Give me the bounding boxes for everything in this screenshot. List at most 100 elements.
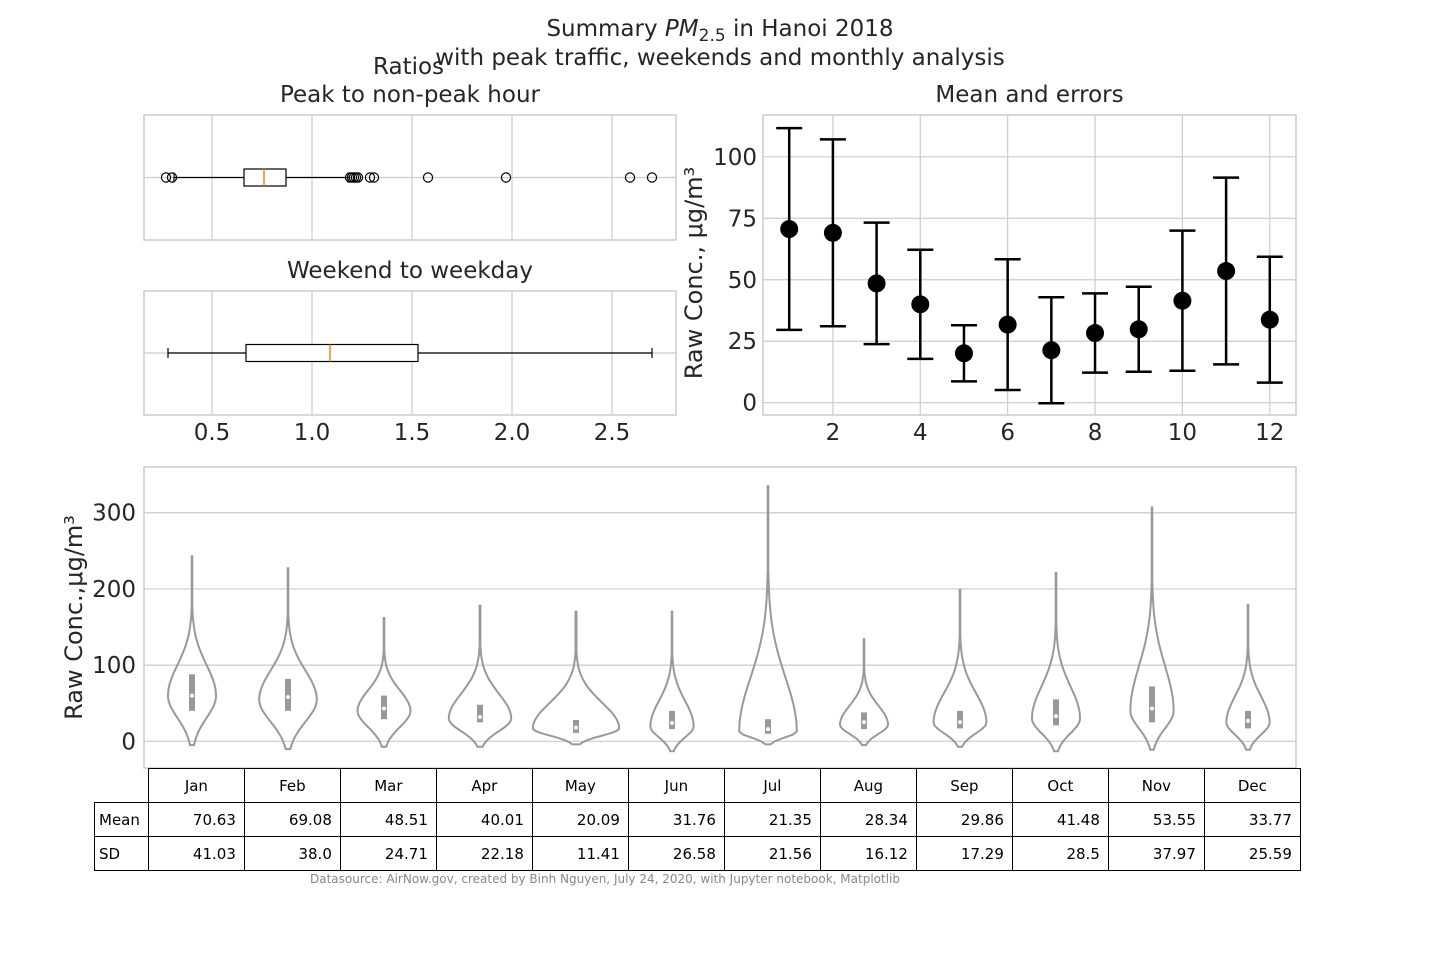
errorbar-mean-point bbox=[1217, 262, 1236, 281]
violin-median-dot bbox=[190, 693, 194, 698]
figure-subtitle: with peak traffic, weekends and monthly … bbox=[435, 45, 1005, 71]
table-col-header: Jan bbox=[147, 768, 245, 803]
violin-y-axis-label: Raw Conc.,μg/m³ bbox=[60, 515, 88, 720]
table-cell: 26.58 bbox=[627, 836, 725, 871]
errorbar-mean-point bbox=[1260, 310, 1279, 329]
violin-shape bbox=[738, 485, 798, 746]
table-cell: 17.29 bbox=[915, 836, 1013, 871]
table-cell: 33.77 bbox=[1203, 802, 1301, 837]
errorbar-y-axis-label: Raw Conc., μg/m³ bbox=[680, 167, 708, 379]
errorbar-x-tick-label: 12 bbox=[1255, 420, 1284, 446]
table-cell: 40.01 bbox=[435, 802, 533, 837]
ratio-x-tick-label: 1.5 bbox=[394, 420, 431, 446]
table-cell: 41.03 bbox=[147, 836, 245, 871]
table-col-header: Oct bbox=[1011, 768, 1109, 803]
peak-panel-outlier bbox=[160, 172, 172, 183]
table-cell: 25.59 bbox=[1203, 836, 1301, 871]
table-col-header: Nov bbox=[1107, 768, 1205, 803]
table-cell: 53.55 bbox=[1107, 802, 1205, 837]
stats-table: Jan Feb Mar Apr May Jun Jul Aug Sep Oct … bbox=[94, 768, 1301, 871]
table-col-header: Aug bbox=[819, 768, 917, 803]
errorbar-y-tick-label: 100 bbox=[713, 145, 757, 171]
violin-median-dot bbox=[478, 714, 482, 719]
table-col-header: Mar bbox=[339, 768, 437, 803]
table-cell: 28.34 bbox=[819, 802, 917, 837]
errorbar-panel-title: Mean and errors bbox=[935, 82, 1124, 108]
peak-panel-outlier bbox=[422, 172, 434, 183]
table-col-header: Jun bbox=[627, 768, 725, 803]
violin-y-tick-label: 200 bbox=[92, 577, 136, 603]
errorbar-x-tick-label: 10 bbox=[1168, 420, 1197, 446]
table-cell: 48.51 bbox=[339, 802, 437, 837]
peak-panel-outlier bbox=[646, 172, 658, 183]
table-cell: 16.12 bbox=[819, 836, 917, 871]
table-corner bbox=[95, 769, 149, 803]
errorbar-frame bbox=[762, 114, 1297, 416]
table-cell: 28.5 bbox=[1011, 836, 1109, 871]
figure-title: Summary PM2.5 in Hanoi 2018 bbox=[420, 16, 1020, 46]
peak-panel-frame bbox=[143, 114, 677, 241]
errorbar-mean-point bbox=[998, 315, 1017, 334]
table-row-mean: Mean 70.63 69.08 48.51 40.01 20.09 31.76… bbox=[94, 802, 1301, 837]
table-cell: 21.56 bbox=[723, 836, 821, 871]
weekend-panel-frame bbox=[143, 290, 677, 416]
violin-shape bbox=[531, 610, 621, 746]
violin-shape bbox=[932, 588, 988, 748]
errorbar-x-tick-label: 6 bbox=[1000, 420, 1015, 446]
title-prefix: Summary bbox=[546, 16, 665, 42]
errorbar-mean-point bbox=[911, 295, 930, 314]
table-col-header: Sep bbox=[915, 768, 1013, 803]
violin-median-dot bbox=[958, 720, 962, 725]
errorbar-x-tick-label: 4 bbox=[913, 420, 928, 446]
table-cell: 31.76 bbox=[627, 802, 725, 837]
ratio-x-tick-label: 2.0 bbox=[494, 420, 531, 446]
peak-panel-title: Peak to non-peak hour bbox=[279, 82, 540, 108]
table-col-header: Feb bbox=[243, 768, 341, 803]
table-col-header: Dec bbox=[1203, 768, 1301, 803]
ratios-label: Ratios bbox=[373, 54, 445, 80]
errorbar-mean-point bbox=[867, 274, 886, 293]
violin-shape bbox=[649, 610, 695, 753]
errorbar-x-tick-label: 8 bbox=[1088, 420, 1103, 446]
errorbar-mean-point bbox=[823, 223, 842, 242]
violin-shape bbox=[838, 638, 890, 747]
table-row-sd: SD 41.03 38.0 24.71 22.18 11.41 26.58 21… bbox=[94, 836, 1301, 871]
table-col-header: Jul bbox=[723, 768, 821, 803]
errorbar-x-tick-label: 2 bbox=[826, 420, 841, 446]
violin-median-dot bbox=[1054, 714, 1058, 719]
violin-shape bbox=[356, 616, 412, 748]
table-cell: 20.09 bbox=[531, 802, 629, 837]
title-pm-sub: 2.5 bbox=[698, 26, 726, 46]
violin-median-dot bbox=[286, 695, 290, 700]
errorbar-y-tick-label: 75 bbox=[728, 206, 757, 232]
table-cell: 21.35 bbox=[723, 802, 821, 837]
peak-panel-outlier bbox=[500, 172, 512, 183]
violin-median-dot bbox=[766, 727, 770, 732]
peak-panel-outlier bbox=[352, 172, 364, 183]
table-cell: 38.0 bbox=[243, 836, 341, 871]
table-header-row: Jan Feb Mar Apr May Jun Jul Aug Sep Oct … bbox=[95, 768, 1301, 803]
errorbar-mean-point bbox=[1173, 291, 1192, 310]
violin-y-tick-label: 100 bbox=[92, 653, 136, 679]
peak-panel-outlier bbox=[368, 172, 380, 183]
weekend-panel-box bbox=[245, 343, 419, 363]
table-col-header: Apr bbox=[435, 768, 533, 803]
table-cell: 11.41 bbox=[531, 836, 629, 871]
errorbar-y-tick-label: 25 bbox=[728, 329, 757, 355]
title-pm: PM bbox=[664, 16, 699, 42]
errorbar-mean-point bbox=[1129, 320, 1148, 339]
errorbar-y-tick-label: 50 bbox=[728, 268, 757, 294]
peak-panel-box bbox=[243, 168, 287, 187]
violin-median-dot bbox=[1246, 718, 1250, 723]
table-cell: 24.71 bbox=[339, 836, 437, 871]
violin-median-dot bbox=[670, 721, 674, 726]
ratio-x-tick-label: 1.0 bbox=[294, 420, 331, 446]
errorbar-mean-point bbox=[1086, 324, 1105, 343]
table-row-label: SD bbox=[94, 836, 149, 871]
violin-y-tick-label: 0 bbox=[121, 729, 136, 755]
violin-median-dot bbox=[862, 720, 866, 725]
peak-panel-outlier bbox=[166, 172, 178, 183]
violin-shape bbox=[1129, 506, 1175, 751]
violin-shape bbox=[1030, 571, 1082, 753]
